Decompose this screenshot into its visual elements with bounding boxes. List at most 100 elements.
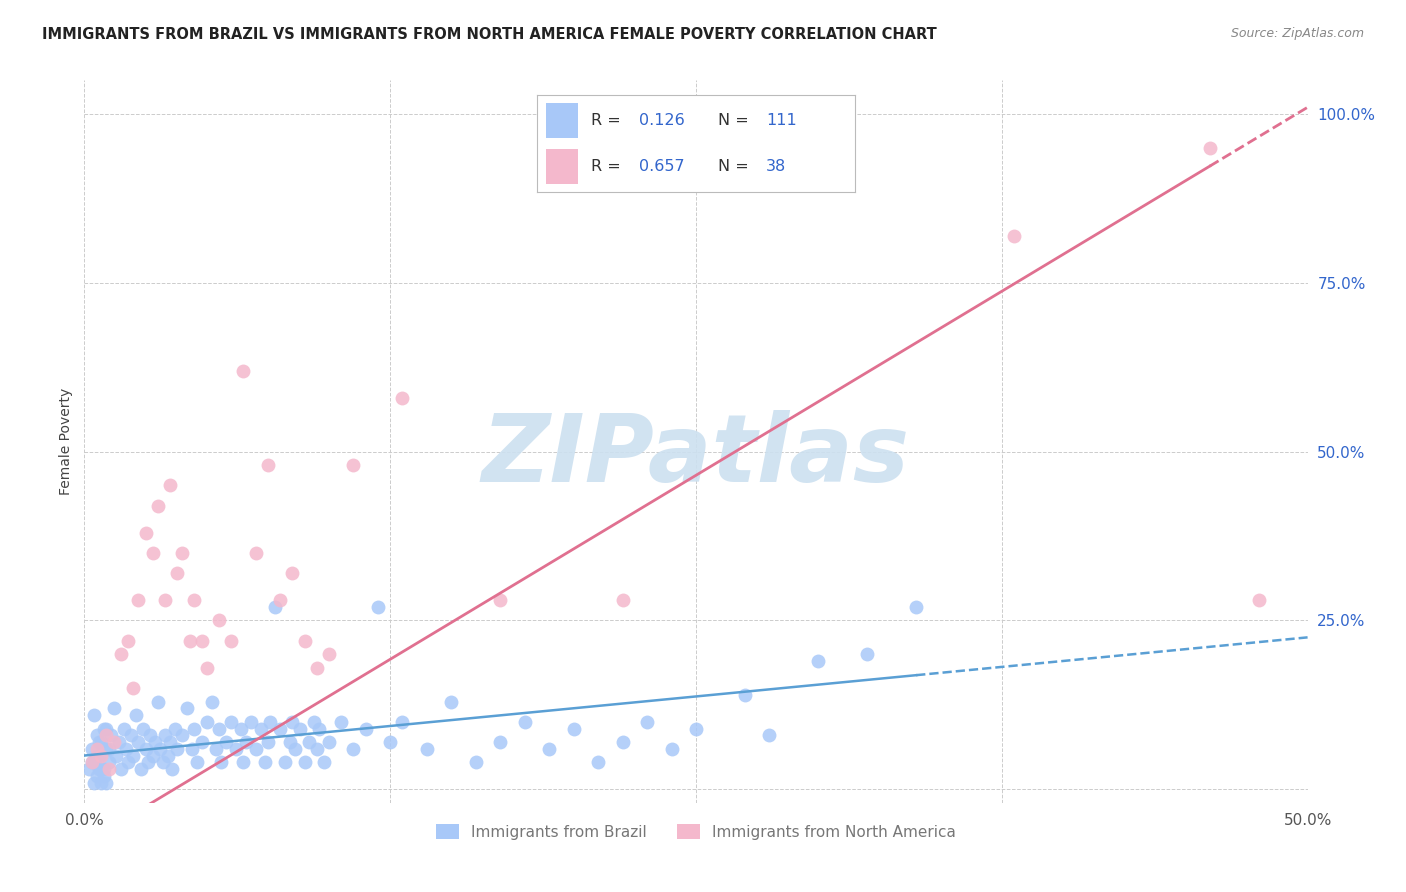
Point [97, 762, 120, 776]
Point [159, 478, 181, 492]
Point [380, 735, 402, 749]
Point [172, 728, 194, 742]
Point [110, 762, 132, 776]
Point [612, 593, 634, 607]
Point [330, 714, 353, 729]
Point [416, 741, 439, 756]
Point [139, 728, 162, 742]
Point [122, 681, 145, 695]
Point [685, 722, 707, 736]
Point [318, 735, 340, 749]
Point [305, 661, 328, 675]
Point [125, 708, 148, 723]
Point [90, 775, 112, 789]
Point [269, 593, 291, 607]
Point [264, 599, 287, 614]
Point [489, 593, 512, 607]
Point [83, 708, 105, 723]
Point [127, 593, 149, 607]
Point [215, 735, 238, 749]
Point [90, 735, 112, 749]
Point [86, 769, 108, 783]
Point [661, 741, 683, 756]
Point [200, 694, 222, 708]
Point [86, 741, 108, 756]
Legend: Immigrants from Brazil, Immigrants from North America: Immigrants from Brazil, Immigrants from … [430, 818, 962, 846]
Point [586, 756, 609, 770]
Point [181, 741, 204, 756]
Point [153, 728, 176, 742]
Point [278, 735, 301, 749]
Point [538, 741, 561, 756]
Point [183, 593, 205, 607]
Point [156, 748, 179, 763]
Point [354, 722, 377, 736]
Point [117, 756, 139, 770]
Point [80, 756, 103, 770]
Point [734, 688, 756, 702]
Point [166, 566, 188, 581]
Point [464, 756, 486, 770]
Point [1247, 593, 1270, 607]
Point [80, 756, 103, 770]
Point [86, 728, 108, 742]
Point [96, 741, 118, 756]
Point [87, 762, 110, 776]
Point [257, 735, 280, 749]
Point [96, 722, 118, 736]
Point [269, 722, 291, 736]
Point [254, 756, 277, 770]
Point [305, 741, 328, 756]
Point [636, 714, 658, 729]
Point [183, 722, 205, 736]
Point [93, 762, 115, 776]
Point [856, 647, 879, 661]
Point [132, 722, 155, 736]
Point [208, 614, 231, 628]
Point [179, 633, 201, 648]
Point [97, 756, 120, 770]
Point [284, 741, 307, 756]
Point [294, 756, 316, 770]
Point [612, 735, 634, 749]
Point [172, 546, 194, 560]
Point [281, 566, 304, 581]
Point [191, 735, 214, 749]
Point [146, 499, 169, 513]
Point [97, 741, 120, 756]
Point [159, 735, 181, 749]
Point [100, 728, 122, 742]
Point [166, 741, 188, 756]
Point [513, 714, 536, 729]
Point [122, 748, 145, 763]
Point [93, 769, 115, 783]
Point [90, 748, 112, 763]
Point [229, 722, 252, 736]
Point [225, 741, 247, 756]
Point [103, 735, 125, 749]
Point [163, 722, 186, 736]
Point [195, 661, 218, 675]
Point [219, 714, 242, 729]
Point [135, 525, 157, 540]
Point [807, 654, 830, 668]
Point [1198, 141, 1220, 155]
Point [367, 599, 389, 614]
Point [232, 364, 254, 378]
Point [96, 728, 118, 742]
Text: Source: ZipAtlas.com: Source: ZipAtlas.com [1230, 27, 1364, 40]
Point [342, 458, 364, 472]
Point [129, 762, 152, 776]
Point [257, 458, 280, 472]
Point [105, 748, 128, 763]
Point [391, 714, 413, 729]
Point [135, 741, 157, 756]
Point [142, 546, 165, 560]
Point [86, 748, 108, 763]
Point [186, 756, 208, 770]
Point [90, 762, 112, 776]
Point [162, 762, 184, 776]
Point [232, 756, 254, 770]
Point [176, 701, 198, 715]
Point [1002, 228, 1025, 243]
